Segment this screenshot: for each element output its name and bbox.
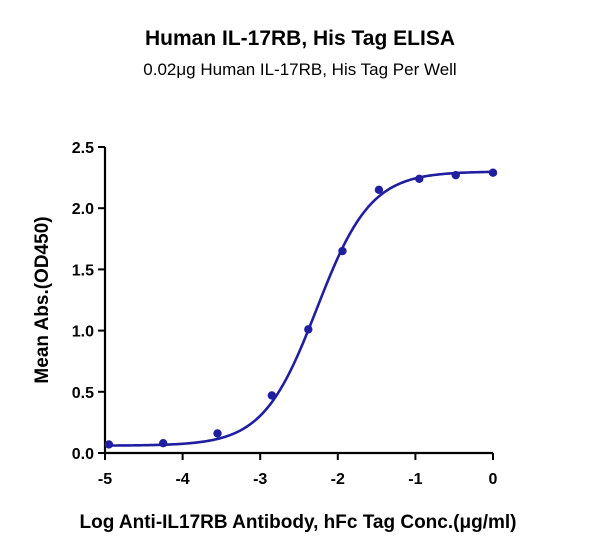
y-tick-label: 1.0 — [72, 324, 94, 341]
data-point — [488, 168, 498, 177]
data-point — [213, 429, 222, 438]
y-tick-label: 0.5 — [72, 385, 94, 402]
y-tick-label: 2.5 — [72, 140, 94, 157]
chart-title: Human IL-17RB, His Tag ELISA — [145, 27, 455, 50]
x-tick-label: 0 — [489, 471, 498, 488]
fit-curve — [104, 170, 494, 447]
data-point — [304, 325, 313, 334]
axes: 0.0 0.5 1.0 1.5 2.0 2.5 -5 -4 -3 -2 -1 0 — [72, 140, 498, 488]
data-point — [338, 246, 347, 256]
data-point — [374, 185, 384, 195]
fit-curve-group — [104, 170, 494, 447]
x-tick-label: -3 — [253, 471, 267, 488]
y-tick-label: 0.0 — [72, 446, 94, 463]
chart-subtitle: 0.02μg Human IL-17RB, His Tag Per Well — [143, 60, 457, 79]
data-point — [451, 170, 460, 180]
data-points — [104, 168, 498, 449]
data-point — [104, 440, 114, 449]
data-point — [159, 439, 168, 448]
y-tick-label: 2.0 — [72, 201, 94, 218]
data-point — [267, 391, 277, 400]
x-tick-label: -4 — [175, 471, 189, 488]
y-tick-label: 1.5 — [72, 262, 94, 279]
x-axis-title: Log Anti-IL17RB Antibody, hFc Tag Conc.(… — [80, 512, 517, 533]
x-tick-label: -5 — [98, 471, 112, 488]
y-axis-title: Mean Abs.(OD450) — [32, 216, 53, 383]
data-point — [415, 174, 424, 184]
x-tick-label: -1 — [408, 471, 422, 488]
x-tick-label: -2 — [331, 471, 345, 488]
